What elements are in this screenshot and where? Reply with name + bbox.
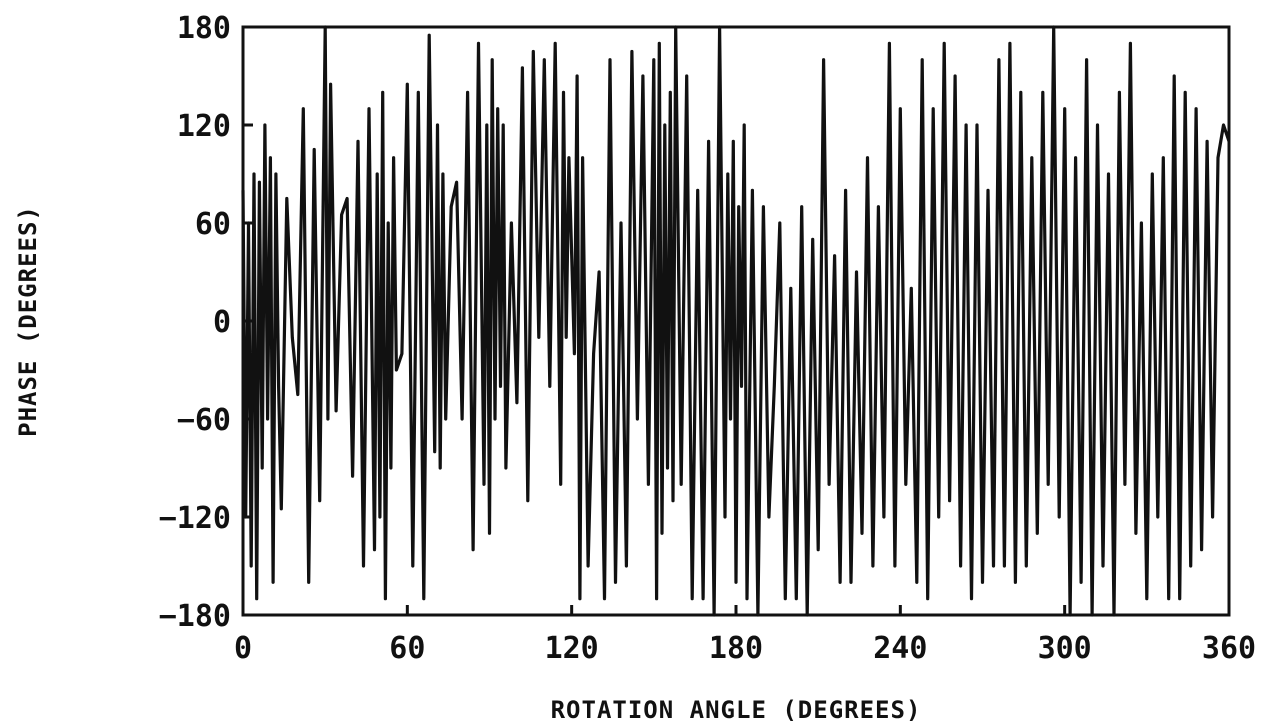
y-tick-label: −120 bbox=[159, 501, 231, 536]
tick-label-layer: 0 60 120 180 240 300 360 180 120 60 0 −60 −120 −180 bbox=[159, 11, 1256, 666]
x-tick-label: 0 bbox=[234, 631, 252, 666]
y-tick-label: −180 bbox=[159, 599, 231, 634]
y-tick-label: 180 bbox=[177, 11, 231, 46]
x-tick-label: 300 bbox=[1038, 631, 1092, 666]
y-tick-label: 0 bbox=[213, 305, 231, 340]
series-line bbox=[241, 25, 1231, 617]
y-tick-label: 120 bbox=[177, 109, 231, 144]
y-axis-title: PHASE (DEGREES) bbox=[14, 205, 42, 437]
x-tick-label: 240 bbox=[873, 631, 927, 666]
x-tick-label: 180 bbox=[709, 631, 763, 666]
x-axis-title: ROTATION ANGLE (DEGREES) bbox=[551, 696, 922, 724]
tick-layer bbox=[241, 25, 1231, 617]
x-tick-label: 360 bbox=[1202, 631, 1256, 666]
x-tick-label: 60 bbox=[389, 631, 425, 666]
series-layer bbox=[241, 25, 1231, 617]
y-tick-label: −60 bbox=[177, 403, 231, 438]
x-tick-label: 120 bbox=[545, 631, 599, 666]
y-tick-label: 60 bbox=[195, 207, 231, 242]
